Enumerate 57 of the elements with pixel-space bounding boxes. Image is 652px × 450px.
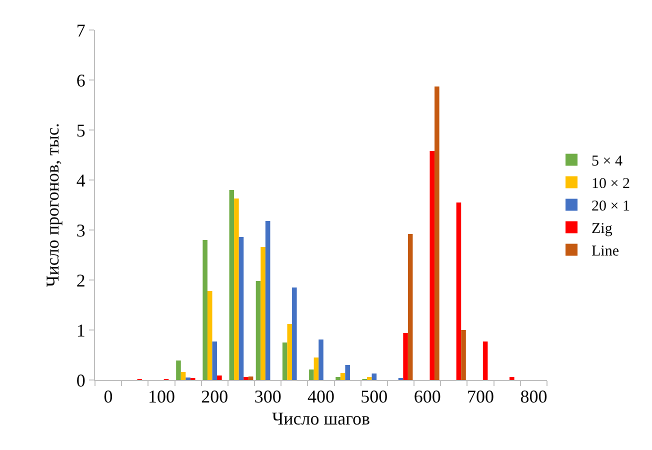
bar <box>282 342 288 380</box>
bar <box>212 342 218 380</box>
bar <box>265 221 270 380</box>
bar <box>217 376 222 380</box>
x-tick-label: 800 <box>520 386 548 407</box>
bar <box>434 86 440 380</box>
x-tick-label: 200 <box>201 386 228 407</box>
y-tick-label: 6 <box>76 70 86 90</box>
legend-label: Zig <box>592 221 613 238</box>
y-tick-label: 2 <box>76 270 86 290</box>
bar <box>345 365 350 380</box>
y-tick-label: 5 <box>76 120 86 140</box>
bar <box>403 333 408 380</box>
bar <box>292 288 297 380</box>
y-tick-label: 7 <box>76 20 86 40</box>
bar <box>340 373 346 380</box>
legend-label: 10 × 2 <box>592 176 630 192</box>
bar <box>176 360 181 380</box>
bar <box>336 377 340 380</box>
bar <box>244 377 248 380</box>
bar <box>238 237 244 380</box>
bar <box>260 247 266 380</box>
bar <box>180 372 186 380</box>
y-tick-label: 0 <box>76 370 86 390</box>
bar <box>234 198 239 380</box>
bar <box>248 376 254 380</box>
y-axis-title: Число прогонов, тыс. <box>42 123 63 287</box>
bar <box>372 374 377 380</box>
y-tick-label: 4 <box>76 170 86 190</box>
bar <box>430 151 435 380</box>
bar <box>461 330 466 380</box>
bar <box>207 291 212 380</box>
bar <box>482 342 488 380</box>
x-tick-label: 500 <box>360 386 388 407</box>
bar <box>202 240 208 380</box>
legend-label: 20 × 1 <box>592 198 630 215</box>
x-tick-label: 600 <box>414 386 441 407</box>
x-tick-label: 300 <box>254 386 282 407</box>
y-tick-label: 3 <box>76 220 86 240</box>
bar <box>456 202 462 380</box>
legend-label: 5 × 4 <box>592 154 623 170</box>
legend-label: Line <box>592 244 620 260</box>
bar <box>229 190 234 380</box>
bar <box>408 234 413 380</box>
x-tick-label: 700 <box>467 386 494 407</box>
bar <box>314 358 319 380</box>
bar <box>318 340 324 380</box>
bar <box>510 377 514 380</box>
x-axis-title: Число шагов <box>272 408 370 429</box>
x-tick-label: 100 <box>148 386 175 407</box>
y-tick-label: 1 <box>76 320 86 340</box>
x-tick-label: 0 <box>104 386 113 407</box>
bar <box>256 281 261 380</box>
x-tick-label: 400 <box>308 386 334 407</box>
bar <box>287 324 292 380</box>
bar <box>367 377 372 380</box>
bar <box>309 370 314 380</box>
